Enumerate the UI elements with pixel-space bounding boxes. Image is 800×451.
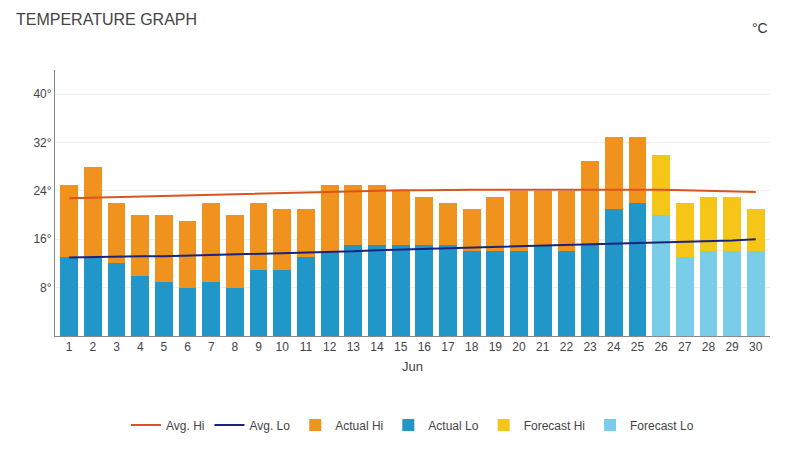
svg-text:3: 3 (113, 340, 120, 354)
svg-text:8°: 8° (40, 281, 52, 295)
svg-text:25: 25 (631, 340, 645, 354)
svg-text:6: 6 (184, 340, 191, 354)
svg-text:23: 23 (583, 340, 597, 354)
svg-text:29: 29 (725, 340, 739, 354)
svg-text:Jun: Jun (402, 359, 423, 374)
svg-text:18: 18 (465, 340, 479, 354)
svg-text:16°: 16° (33, 232, 51, 246)
svg-text:5: 5 (161, 340, 168, 354)
svg-text:1: 1 (66, 340, 73, 354)
svg-text:Forecast Hi: Forecast Hi (524, 419, 585, 433)
svg-text:Avg. Lo: Avg. Lo (249, 419, 290, 433)
svg-text:20: 20 (512, 340, 526, 354)
svg-text:Avg. Hi: Avg. Hi (166, 419, 204, 433)
svg-text:30: 30 (749, 340, 763, 354)
svg-text:7: 7 (208, 340, 215, 354)
svg-text:21: 21 (536, 340, 550, 354)
svg-text:19: 19 (489, 340, 503, 354)
svg-text:27: 27 (678, 340, 692, 354)
svg-text:8: 8 (232, 340, 239, 354)
svg-text:28: 28 (702, 340, 716, 354)
svg-text:Actual Lo: Actual Lo (428, 419, 478, 433)
svg-text:Actual Hi: Actual Hi (335, 419, 383, 433)
svg-text:4: 4 (137, 340, 144, 354)
svg-text:32°: 32° (33, 136, 51, 150)
svg-text:2: 2 (90, 340, 97, 354)
svg-text:26: 26 (654, 340, 668, 354)
svg-text:11: 11 (300, 340, 313, 354)
svg-text:10: 10 (276, 340, 290, 354)
svg-text:14: 14 (370, 340, 384, 354)
svg-text:16: 16 (418, 340, 432, 354)
svg-text:13: 13 (347, 340, 361, 354)
svg-text:40°: 40° (33, 87, 51, 101)
svg-text:24: 24 (607, 340, 621, 354)
svg-text:17: 17 (441, 340, 455, 354)
svg-text:24°: 24° (33, 184, 51, 198)
svg-text:15: 15 (394, 340, 408, 354)
svg-text:Forecast Lo: Forecast Lo (630, 419, 694, 433)
svg-text:°C: °C (752, 20, 768, 36)
svg-text:22: 22 (560, 340, 574, 354)
svg-text:12: 12 (323, 340, 337, 354)
svg-text:9: 9 (255, 340, 262, 354)
svg-text:TEMPERATURE GRAPH: TEMPERATURE GRAPH (16, 11, 197, 28)
